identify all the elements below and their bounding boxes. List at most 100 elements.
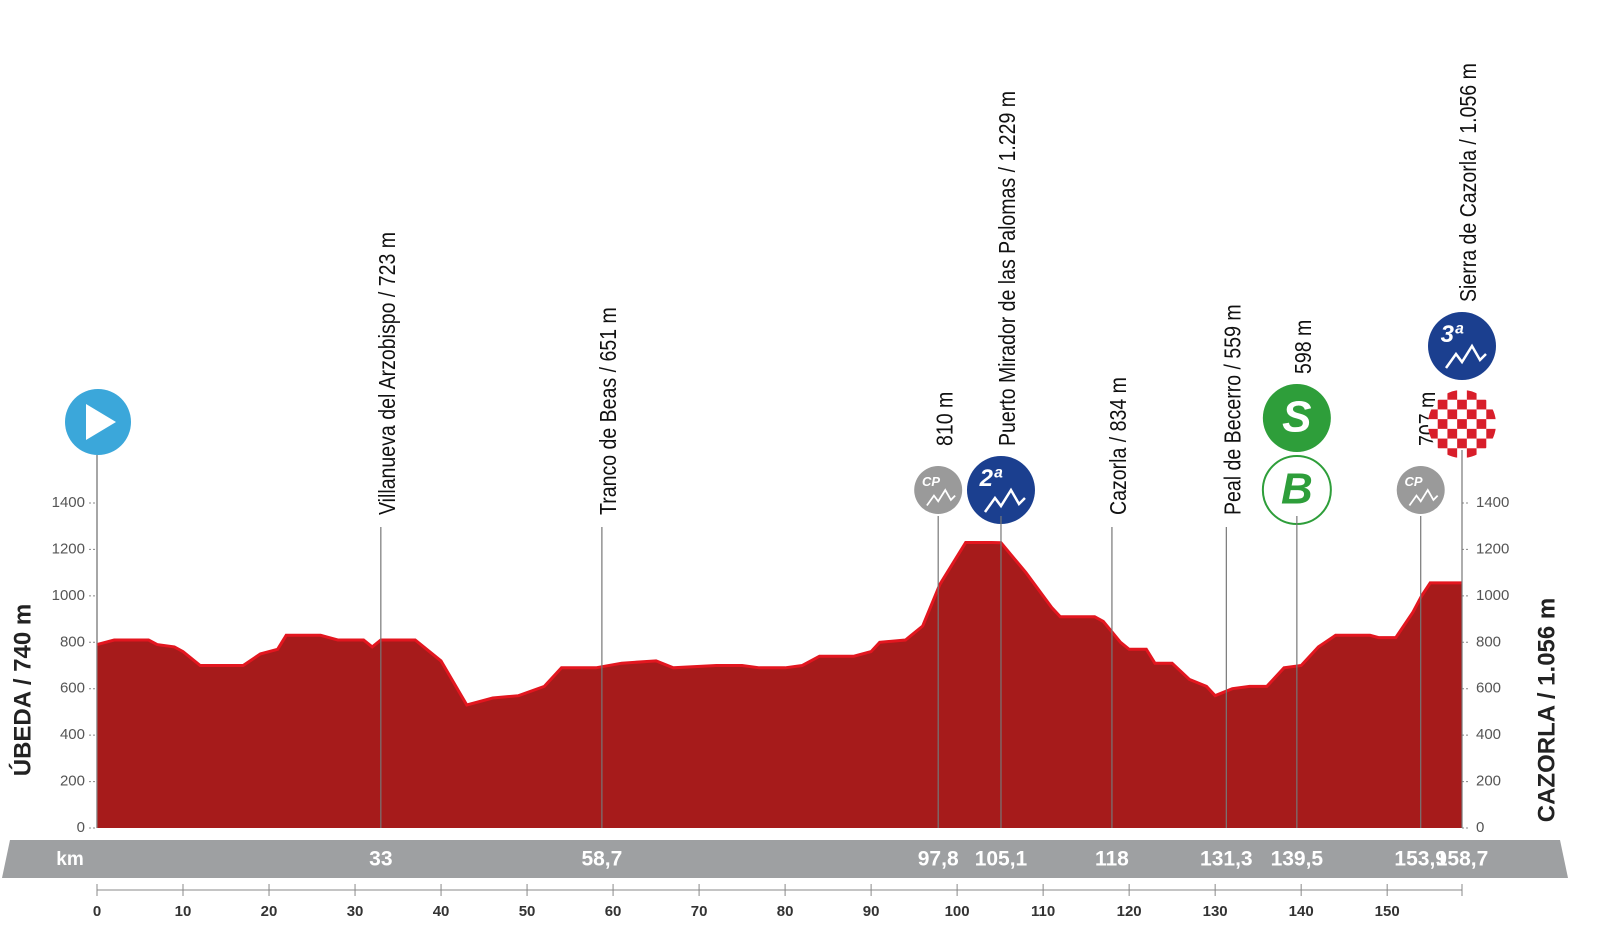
start-arrow: [86, 404, 116, 440]
y-tick-label: 1000: [1476, 587, 1509, 604]
finish-check: [1486, 390, 1496, 400]
x-tick-label: 40: [433, 903, 450, 920]
waypoint-km: 139,5: [1271, 848, 1324, 871]
x-tick-label: 100: [945, 903, 970, 920]
waypoint-km: 118: [1095, 848, 1129, 871]
profile-edge: [96, 541, 1462, 707]
waypoint: BS 598 m 139,5: [1261, 320, 1332, 871]
finish-check: [1476, 438, 1487, 449]
finish-check: [1486, 448, 1496, 458]
y-tick-label: 0: [1476, 819, 1484, 836]
waypoint-km: 105,1: [975, 848, 1028, 871]
km-band: [2, 840, 1568, 878]
waypoint-km: 153,9: [1394, 848, 1447, 871]
x-tick-label: 130: [1203, 903, 1228, 920]
y-tick-label: 0: [77, 819, 85, 836]
finish-checks: [1428, 390, 1496, 458]
waypoint: Tranco de Beas / 651 m 58,7: [581, 307, 622, 870]
start-label: ÚBEDA / 740 m: [8, 604, 36, 777]
y-tick-label: 800: [1476, 633, 1501, 650]
km-label: km: [56, 849, 83, 870]
finish-check: [1466, 428, 1477, 439]
x-tick-label: 0: [93, 903, 101, 920]
waypoint-label: Cazorla / 834 m: [1106, 377, 1132, 515]
waypoint-km: 58,7: [581, 848, 622, 871]
waypoint: Villanueva del Arzobispo / 723 m 33: [369, 232, 400, 871]
x-tick-label: 80: [777, 903, 794, 920]
finish-check: [1428, 448, 1438, 458]
y-tick-label: 1400: [52, 494, 85, 511]
waypoint: Peal de Becerro / 559 m 131,3: [1200, 304, 1253, 870]
finish-check: [1447, 448, 1458, 458]
x-tick-label: 60: [605, 903, 622, 920]
waypoint-km: 158,7: [1436, 848, 1489, 871]
x-tick-label: 150: [1375, 903, 1400, 920]
mountain-text: 2ª: [979, 465, 1003, 492]
finish-check: [1428, 428, 1438, 439]
x-tick-label: 120: [1117, 903, 1142, 920]
y-tick-label: 400: [1476, 726, 1501, 743]
finish-check: [1476, 399, 1487, 410]
y-tick-label: 1400: [1476, 494, 1509, 511]
x-tick-label: 30: [347, 903, 364, 920]
profile-area: [97, 542, 1462, 828]
y-tick-label: 200: [60, 773, 85, 790]
y-tick-label: 1000: [52, 587, 85, 604]
finish-check: [1486, 428, 1496, 439]
finish-check: [1428, 409, 1438, 420]
y-tick-label: 200: [1476, 773, 1501, 790]
cp-circle: [1396, 466, 1445, 514]
x-tick-label: 20: [261, 903, 278, 920]
finish-check: [1466, 448, 1477, 458]
finish-check: [1437, 399, 1448, 410]
x-tick-label: 140: [1289, 903, 1314, 920]
y-tick-label: 400: [60, 726, 85, 743]
waypoint: 2ª Puerto Mirador de las Palomas / 1.229 …: [966, 91, 1035, 871]
waypoint-label: Puerto Mirador de las Palomas / 1.229 m: [995, 91, 1021, 446]
sprint-circle: [1262, 384, 1331, 452]
cp-circle: [914, 466, 963, 514]
y-tick-label: 800: [60, 633, 85, 650]
y-tick-label: 1200: [52, 540, 85, 557]
cp-text: CP: [1404, 474, 1422, 489]
finish-check: [1437, 438, 1448, 449]
y-tick-label: 600: [60, 680, 85, 697]
x-tick-label: 110: [1031, 903, 1055, 920]
x-tick-label: 70: [691, 903, 708, 920]
mountain-text: 3ª: [1441, 321, 1464, 348]
sprint-text: S: [1282, 393, 1311, 442]
cp-peaks: [926, 488, 956, 507]
finish-check: [1447, 409, 1458, 420]
waypoint: Cazorla / 834 m 118: [1095, 377, 1131, 870]
x-tick-label: 90: [863, 903, 880, 920]
mountain-peaks: [1444, 343, 1487, 369]
mountain-circle: [966, 456, 1035, 524]
finish-check: [1476, 419, 1487, 429]
finish-check: [1457, 419, 1467, 429]
finish-check: [1457, 438, 1467, 449]
finish-label: CAZORLA / 1.056 m: [1533, 598, 1560, 823]
finish-check: [1466, 390, 1477, 400]
finish-check: [1447, 390, 1458, 400]
cp-peaks: [1408, 488, 1439, 507]
cp-text: CP: [922, 474, 940, 489]
finish-check: [1447, 428, 1458, 439]
waypoint-label: 810 m: [932, 392, 958, 446]
x-tick-label: 50: [519, 903, 536, 920]
bonus-text: B: [1281, 465, 1313, 514]
waypoint: 3ª Sierra de Cazorla / 1.056 m 158,7: [1428, 63, 1496, 871]
finish-check: [1486, 409, 1496, 420]
waypoint-label: Villanueva del Arzobispo / 723 m: [374, 232, 400, 515]
waypoint-label: 598 m: [1290, 320, 1316, 374]
waypoint-km: 97,8: [918, 848, 959, 871]
y-tick-label: 1200: [1476, 540, 1509, 557]
mountain-circle: [1428, 312, 1496, 380]
waypoint-km: 33: [369, 848, 392, 871]
waypoint: CP 810 m 97,8: [914, 392, 963, 871]
finish-check: [1457, 399, 1467, 410]
waypoint-km: 131,3: [1200, 848, 1253, 871]
x-tick-label: 10: [175, 903, 192, 920]
finish-check: [1437, 419, 1448, 429]
